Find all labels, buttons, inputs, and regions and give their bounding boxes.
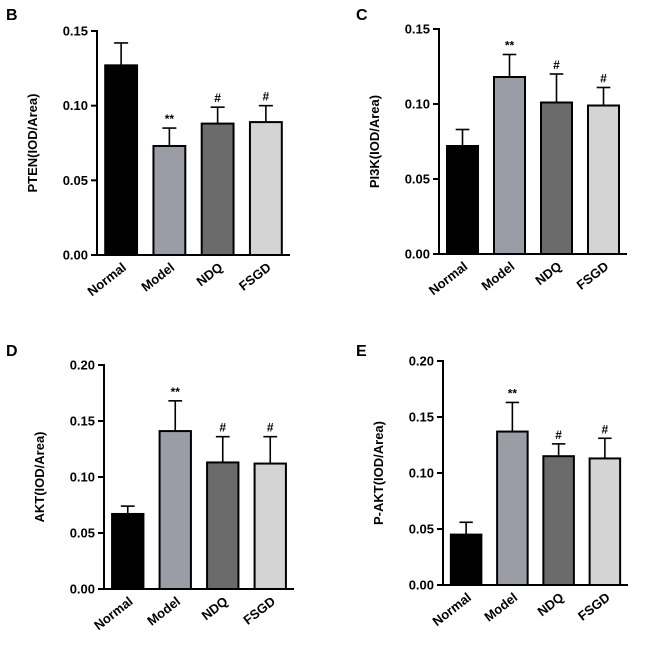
significance-label: **	[508, 386, 518, 400]
significance-label: #	[602, 422, 609, 436]
y-tick-label: 0.10	[405, 97, 430, 112]
x-category-label: Model	[481, 590, 520, 625]
y-tick-label: 0.00	[409, 578, 434, 593]
panel-letter: E	[356, 343, 367, 360]
significance-label: **	[171, 385, 181, 399]
y-tick-label: 0.05	[409, 522, 434, 537]
y-tick-label: 0.15	[405, 22, 430, 37]
bar-model	[492, 76, 527, 255]
significance-label: **	[505, 39, 515, 53]
y-tick-label: 0.10	[63, 98, 88, 113]
y-axis-title: PTEN(IOD/Area)	[25, 94, 40, 193]
panel-letter: B	[6, 7, 18, 24]
y-tick-label: 0.10	[70, 470, 95, 485]
x-category-label: Normal	[84, 260, 129, 299]
y-tick-label: 0.00	[70, 582, 95, 597]
bar-model	[152, 144, 187, 256]
chart-panel-b: B 0.00 0.05 0.10 0.15 PTEN(IOD/Area) Normal ** M…	[6, 7, 290, 299]
significance-label: #	[219, 421, 226, 435]
x-category-label: FSGD	[574, 259, 612, 293]
bar-normal	[445, 145, 480, 255]
y-tick-label: 0.00	[63, 248, 88, 263]
y-tick-label: 0.15	[70, 414, 95, 429]
x-category-label: Model	[144, 594, 183, 629]
x-category-label: Normal	[429, 590, 474, 629]
y-axis-title: P-AKT(IOD/Area)	[371, 421, 386, 525]
x-category-label: Normal	[91, 594, 136, 633]
chart-panel-c: C 0.00 0.05 0.10 0.15 PI3K(IOD/Area) Normal ** M…	[356, 7, 627, 298]
bar-ndq	[539, 101, 574, 255]
bar-model	[158, 430, 192, 590]
y-tick-label: 0.05	[70, 526, 95, 541]
x-category-label: FSGD	[240, 594, 278, 628]
bar-ndq	[200, 122, 235, 256]
significance-label: #	[600, 72, 607, 86]
chart-panel-d: D 0.00 0.05 0.10 0.15 0.20 AKT(IOD/Area) Normal…	[6, 343, 294, 633]
bar-normal	[449, 533, 483, 586]
x-category-label: Model	[479, 259, 518, 294]
x-category-label: FSGD	[575, 590, 613, 624]
x-category-label: NDQ	[199, 594, 231, 624]
y-axis-title: AKT(IOD/Area)	[32, 431, 47, 522]
bar-normal	[111, 512, 145, 591]
y-tick-label: 0.15	[409, 410, 434, 425]
bar-ndq	[542, 455, 575, 587]
significance-label: #	[263, 90, 270, 104]
significance-label: #	[555, 428, 562, 442]
significance-label: #	[553, 58, 560, 72]
bar-fsgd	[253, 462, 287, 590]
x-category-label: NDQ	[193, 260, 225, 290]
panel-letter: C	[356, 7, 368, 24]
x-category-label: Model	[138, 260, 177, 295]
y-tick-label: 0.00	[405, 247, 430, 262]
y-tick-label: 0.20	[70, 358, 95, 373]
bar-normal	[104, 64, 139, 256]
y-tick-label: 0.10	[409, 466, 434, 481]
significance-label: #	[267, 421, 274, 435]
x-category-label: Normal	[426, 259, 471, 298]
panel-letter: D	[6, 343, 18, 360]
x-category-label: FSGD	[236, 260, 274, 294]
significance-label: #	[214, 91, 221, 105]
y-tick-label: 0.15	[63, 24, 88, 39]
bar-ndq	[206, 461, 240, 590]
significance-label: **	[165, 112, 175, 126]
y-tick-label: 0.20	[409, 354, 434, 369]
bar-fsgd	[588, 457, 622, 586]
y-tick-label: 0.05	[405, 172, 430, 187]
bar-fsgd	[248, 121, 283, 256]
y-tick-label: 0.05	[63, 173, 88, 188]
chart-panel-e: E 0.00 0.05 0.10 0.15 0.20 P-AKT(IOD/Area) Norm…	[356, 343, 628, 629]
bar-fsgd	[586, 104, 621, 255]
bar-model	[496, 430, 529, 586]
x-category-label: NDQ	[534, 590, 566, 620]
x-category-label: NDQ	[532, 259, 564, 289]
y-axis-title: PI3K(IOD/Area)	[367, 95, 382, 188]
